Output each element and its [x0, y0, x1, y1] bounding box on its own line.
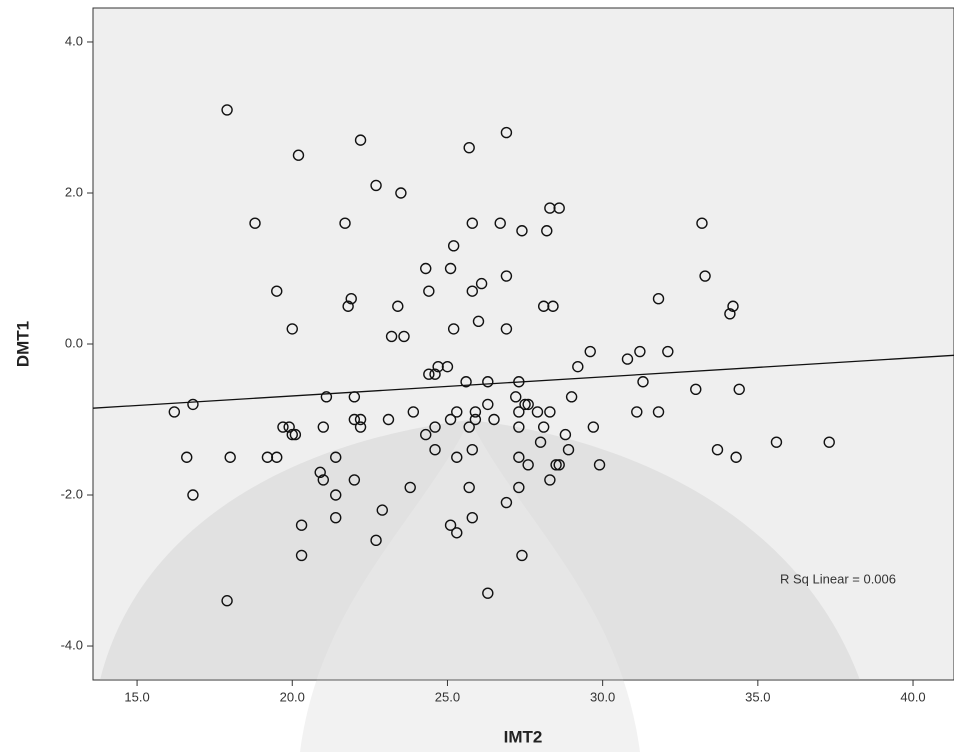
x-tick-label: 20.0 [280, 689, 305, 704]
x-tick-label: 25.0 [435, 689, 460, 704]
y-tick-label: 4.0 [65, 33, 83, 48]
x-tick-label: 30.0 [590, 689, 615, 704]
y-tick-label: 2.0 [65, 184, 83, 199]
chart: IMT2 DMT1 15.0 20.0 25.0 30.0 35.0 40.0 -4.0 -2… [0, 0, 954, 752]
y-tick-label: -2.0 [61, 486, 83, 501]
x-axis-title: IMT2 [504, 727, 543, 746]
y-tick-label: -4.0 [61, 637, 83, 652]
annotation: R Sq Linear = 0.006 [780, 571, 896, 586]
x-tick-label: 35.0 [745, 689, 770, 704]
x-tick-label: 15.0 [124, 689, 149, 704]
x-tick-label: 40.0 [900, 689, 925, 704]
y-axis-title: DMT1 [13, 321, 32, 367]
y-tick-label: 0.0 [65, 335, 83, 350]
